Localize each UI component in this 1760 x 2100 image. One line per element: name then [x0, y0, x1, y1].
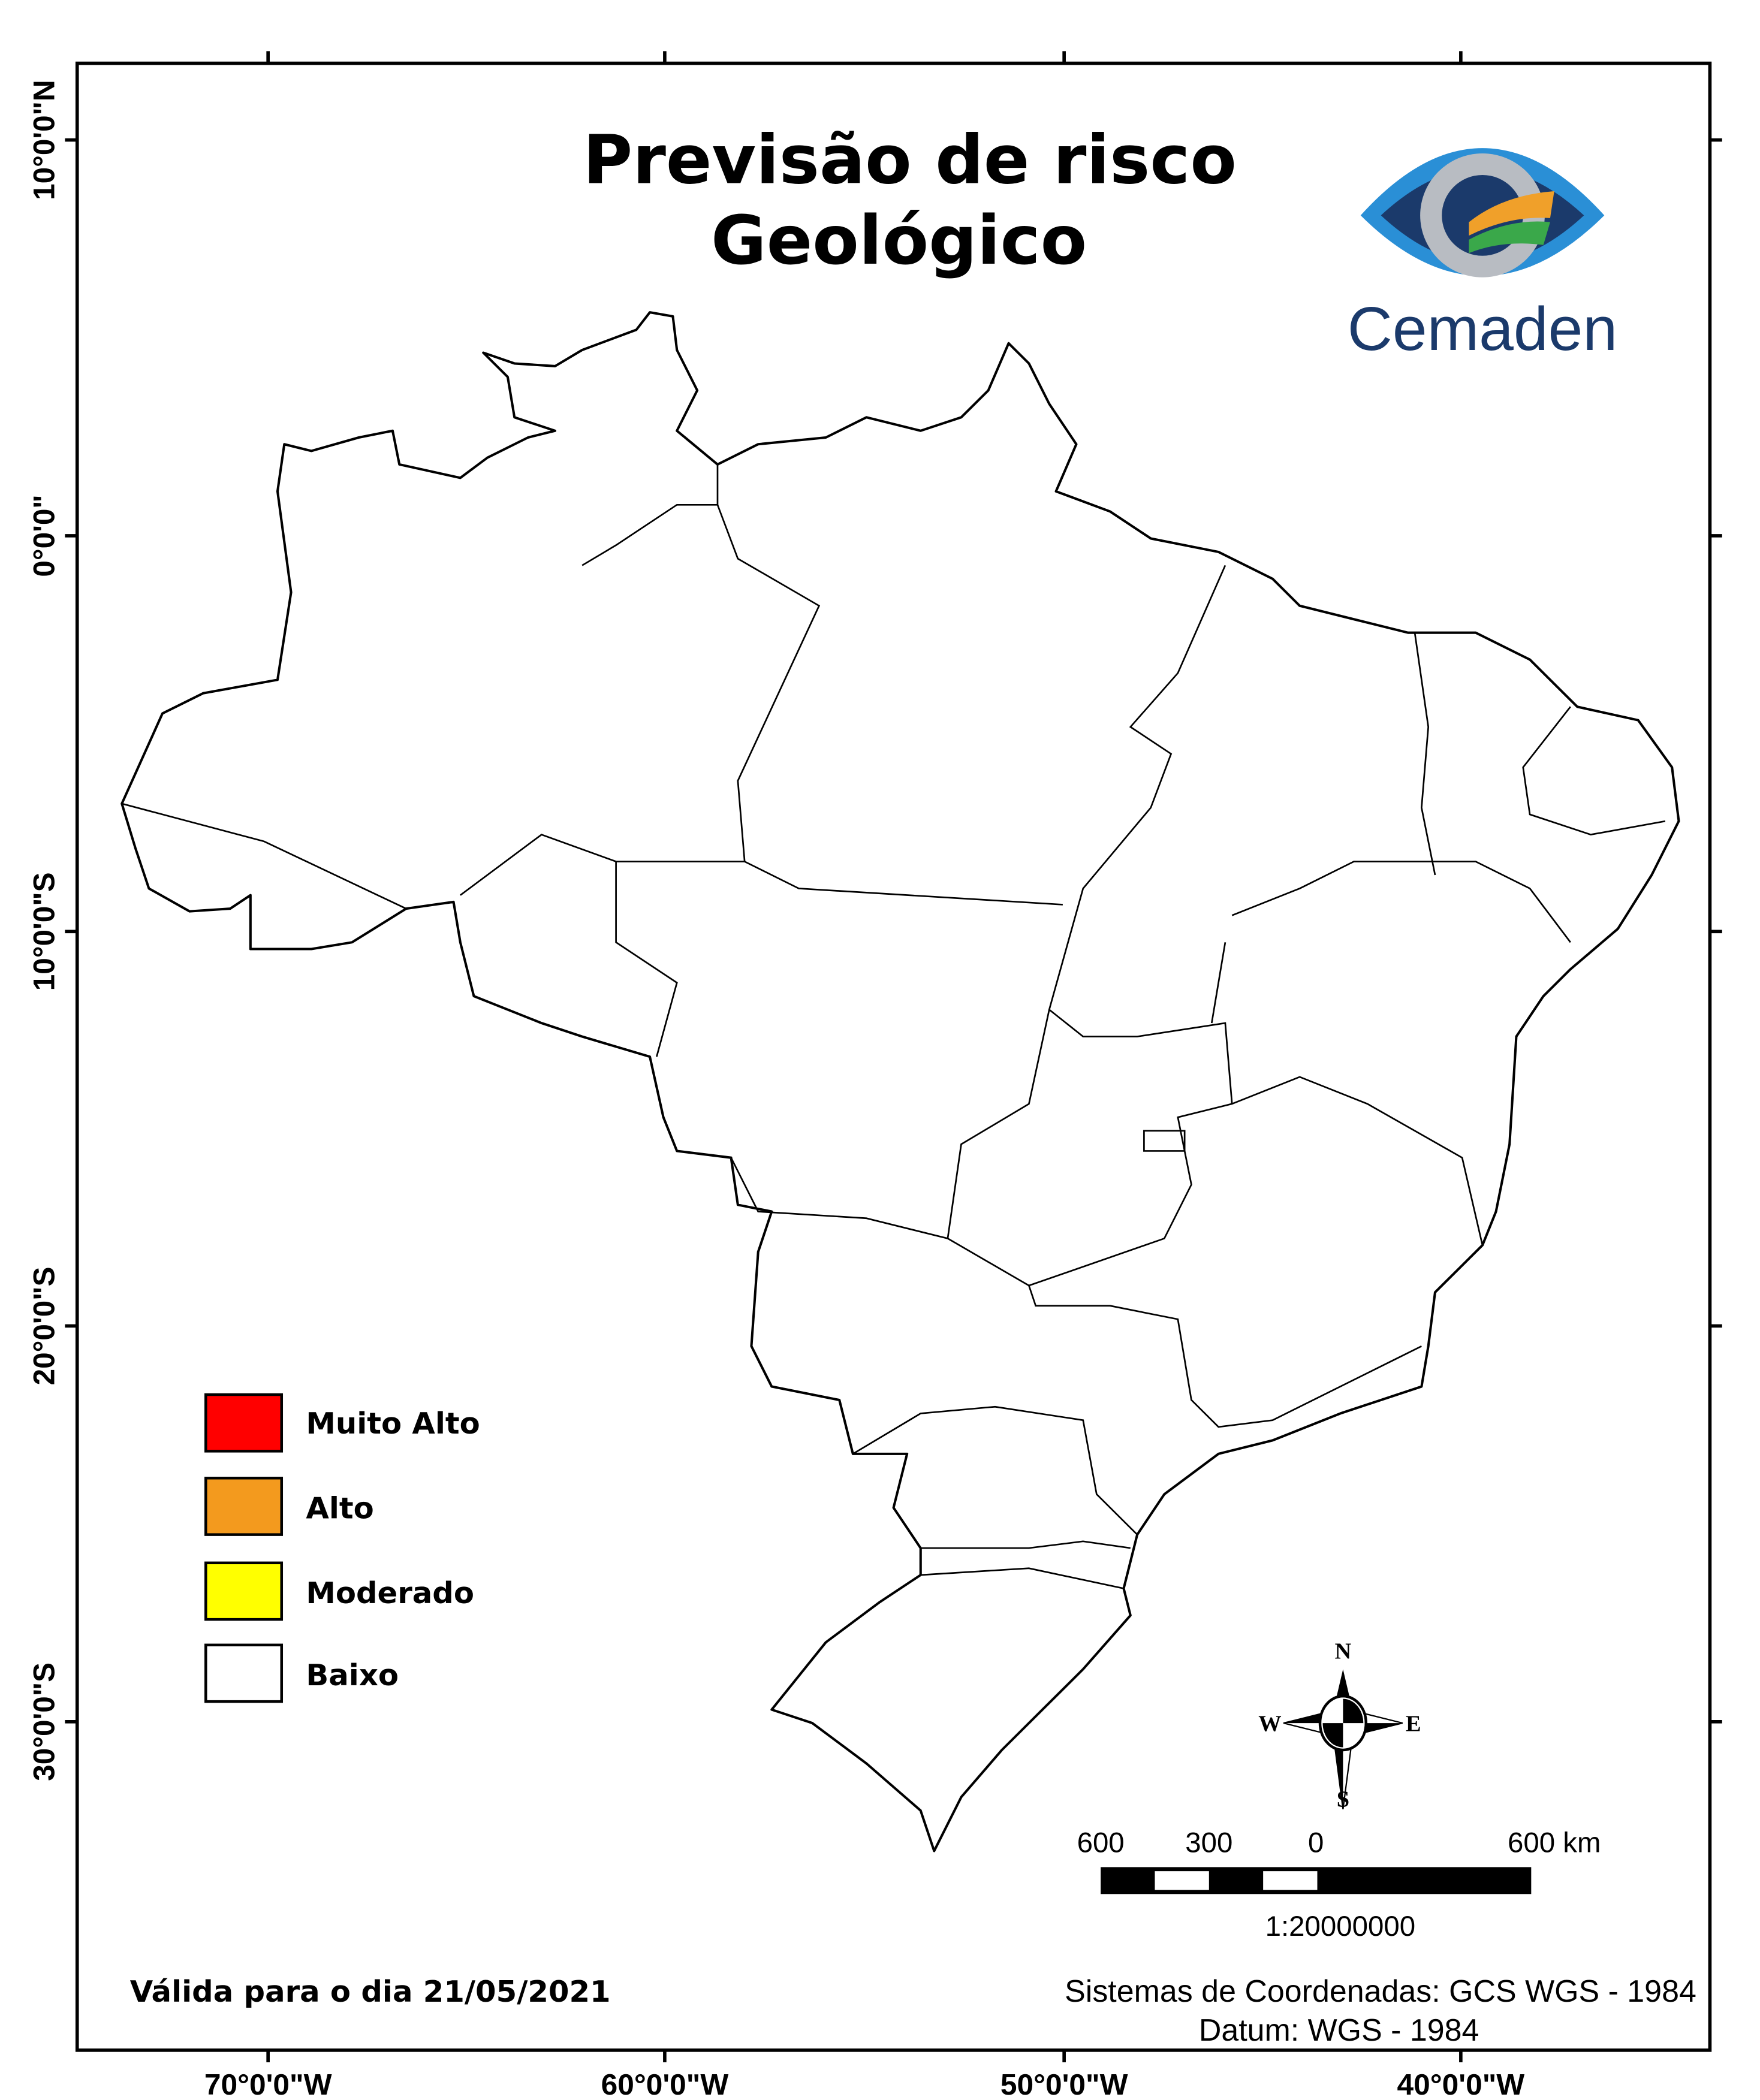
legend: Muito Alto Alto Moderado Baixo — [204, 1393, 480, 1703]
legend-swatch-moderado — [204, 1561, 284, 1621]
longitude-labels: 70°0'0"W 60°0'0"W 50°0'0"W 40°0'0"W — [204, 2068, 1525, 2100]
legend-label: Moderado — [306, 1576, 474, 1610]
lat-label: 10°0'0"N — [27, 80, 61, 200]
legend-swatch-baixo — [204, 1643, 284, 1703]
north-arrow-icon: N S W E — [1258, 1639, 1421, 1812]
compass-e: E — [1406, 1712, 1421, 1737]
legend-swatch-muito-alto — [204, 1393, 284, 1453]
lat-label: 0°0'0" — [27, 494, 61, 577]
datum: Datum: WGS - 1984 — [1199, 2012, 1479, 2047]
legend-label: Baixo — [306, 1658, 399, 1692]
scale-label: 600 — [1077, 1827, 1125, 1859]
state-borders — [121, 464, 1666, 1589]
compass-n: N — [1335, 1639, 1352, 1664]
lat-label: 10°0'0"S — [27, 872, 61, 991]
graticule-ticks — [65, 51, 1722, 2063]
lon-label: 40°0'0"W — [1397, 2068, 1525, 2100]
scale-bar: 600 300 0 600 km 1:20000000 — [1077, 1827, 1601, 1942]
brazil-outline — [120, 311, 1680, 1852]
lat-label: 20°0'0"S — [27, 1267, 61, 1386]
compass-w: W — [1258, 1712, 1281, 1737]
cemaden-logo: Cemaden — [1348, 148, 1617, 363]
logo-text: Cemaden — [1348, 294, 1617, 363]
lon-label: 70°0'0"W — [204, 2068, 332, 2100]
valid-date: Válida para o dia 21/05/2021 — [130, 1974, 611, 2009]
scale-label: 300 — [1185, 1827, 1232, 1859]
map-title-line2: Geológico — [711, 201, 1087, 280]
legend-label: Alto — [306, 1491, 373, 1526]
scale-ratio: 1:20000000 — [1265, 1911, 1415, 1942]
lon-label: 60°0'0"W — [601, 2068, 729, 2100]
legend-label: Muito Alto — [306, 1406, 480, 1441]
compass-s: S — [1337, 1787, 1349, 1812]
latitude-labels: 10°0'0"N 0°0'0" 10°0'0"S 20°0'0"S 30°0'0… — [27, 80, 61, 1781]
lon-label: 50°0'0"W — [1000, 2068, 1128, 2100]
scale-label: 600 km — [1508, 1827, 1601, 1859]
scale-label: 0 — [1308, 1827, 1324, 1859]
coordinate-system: Sistemas de Coordenadas: GCS WGS - 1984 — [1065, 1974, 1696, 2008]
brazil-map — [120, 311, 1680, 1852]
lat-label: 30°0'0"S — [27, 1662, 61, 1781]
map-title-line1: Previsão de risco — [583, 120, 1236, 200]
legend-swatch-alto — [204, 1477, 284, 1536]
